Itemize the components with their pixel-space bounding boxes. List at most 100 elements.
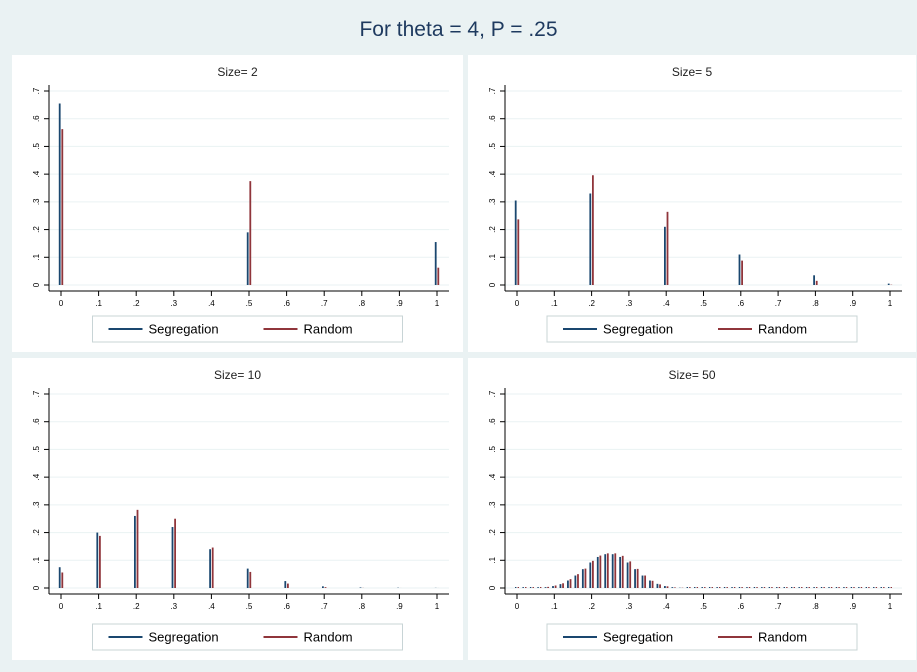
x-tick-label: .3 <box>170 602 177 611</box>
x-tick-label: .8 <box>812 299 819 308</box>
legend-box <box>546 623 858 651</box>
x-tick-label: .2 <box>588 299 595 308</box>
y-tick-label: .2 <box>32 226 41 233</box>
x-tick-label: .1 <box>551 299 558 308</box>
y-tick-label: .1 <box>488 556 497 563</box>
x-tick-label: .7 <box>775 602 782 611</box>
y-tick-label: .6 <box>488 418 497 425</box>
legend-label: Segregation <box>603 630 673 645</box>
y-tick-label: .1 <box>32 253 41 260</box>
x-tick-label: .4 <box>208 602 215 611</box>
x-tick-label: .9 <box>396 602 403 611</box>
x-tick-label: .8 <box>358 602 365 611</box>
y-tick-label: .4 <box>488 473 497 480</box>
y-tick-label: .2 <box>488 226 497 233</box>
panel-title: Size= 2 <box>217 65 258 79</box>
x-tick-label: .6 <box>737 602 744 611</box>
x-tick-label: .7 <box>321 602 328 611</box>
y-tick-label: .2 <box>488 529 497 536</box>
x-tick-label: .4 <box>208 299 215 308</box>
x-tick-label: .6 <box>283 299 290 308</box>
x-tick-label: .3 <box>626 602 633 611</box>
x-tick-label: .2 <box>133 602 140 611</box>
y-tick-label: .4 <box>32 170 41 177</box>
y-tick-label: .4 <box>488 170 497 177</box>
x-tick-label: .7 <box>775 299 782 308</box>
y-tick-label: 0 <box>488 282 497 287</box>
x-tick-label: .2 <box>588 602 595 611</box>
x-tick-label: .9 <box>849 299 856 308</box>
x-tick-label: .8 <box>812 602 819 611</box>
y-tick-label: .3 <box>32 198 41 205</box>
x-tick-label: .6 <box>737 299 744 308</box>
panel-size-2: Size= 2 0 .1 .2 .3 .4 .5 .6 .7 0 .1 .2 .3 .4 .5 .6 .7 .8.… <box>12 55 463 352</box>
y-tick-label: .4 <box>32 473 41 480</box>
x-tick-label: 0 <box>59 602 64 611</box>
panel-title: Size= 10 <box>214 368 261 382</box>
legend-label: Segregation <box>603 322 673 337</box>
legend-label: Segregation <box>149 322 219 337</box>
y-tick-label: .1 <box>488 253 497 260</box>
x-tick-label: 0 <box>59 299 64 308</box>
chart-size-10: Size= 10 0 .1 .2 .3 .4 .5 .6 .7 0 .1 .2 .3 .4 .5 .6 .7 .8… <box>32 368 449 651</box>
x-tick-label: .5 <box>700 602 707 611</box>
chart-size-2: Size= 2 0 .1 .2 .3 .4 .5 .6 .7 0 .1 .2 .3 .4 .5 .6 .7 .8.… <box>32 65 449 343</box>
panel-title: Size= 50 <box>668 368 715 382</box>
x-tick-label: .2 <box>133 299 140 308</box>
y-tick-label: .1 <box>32 556 41 563</box>
x-tick-label: .5 <box>246 602 253 611</box>
legend-box <box>92 315 403 343</box>
x-tick-label: 1 <box>435 299 440 308</box>
x-tick-label: .9 <box>396 299 403 308</box>
y-tick-label: .3 <box>488 198 497 205</box>
y-tick-label: 0 <box>32 282 41 287</box>
x-tick-label: 1 <box>888 602 893 611</box>
y-tick-label: .7 <box>32 87 41 94</box>
x-tick-label: .1 <box>95 602 102 611</box>
figure-title: For theta = 4, P = .25 <box>359 18 558 41</box>
y-tick-label: .3 <box>32 501 41 508</box>
x-tick-label: .7 <box>321 299 328 308</box>
x-tick-label: 1 <box>888 299 893 308</box>
legend-label: Random <box>758 322 807 337</box>
y-tick-label: .6 <box>488 115 497 122</box>
y-tick-label: .7 <box>488 390 497 397</box>
y-tick-label: .5 <box>32 143 41 150</box>
chart-size-5: Size= 5 0 .1 .2 .3 .4 .5 .6 .7 0 .1 .2 .3 .4 .5 .6 .7 .8.… <box>488 65 902 343</box>
panel-size-5: Size= 5 0 .1 .2 .3 .4 .5 .6 .7 0 .1 .2 .3 .4 .5 .6 .7 .8.… <box>468 55 916 352</box>
legend-label: Random <box>304 630 353 645</box>
x-tick-label: .4 <box>663 299 670 308</box>
x-tick-label: .5 <box>700 299 707 308</box>
legend-box <box>92 623 403 651</box>
x-tick-label: .1 <box>95 299 102 308</box>
y-tick-label: .3 <box>488 501 497 508</box>
x-tick-label: .5 <box>246 299 253 308</box>
y-tick-label: .2 <box>32 529 41 536</box>
y-tick-label: .7 <box>32 390 41 397</box>
panel-title: Size= 5 <box>672 65 713 79</box>
x-tick-label: .1 <box>551 602 558 611</box>
legend-label: Random <box>304 322 353 337</box>
y-tick-label: .5 <box>488 143 497 150</box>
legend-label: Segregation <box>149 630 219 645</box>
x-tick-label: .9 <box>849 602 856 611</box>
x-tick-label: .4 <box>663 602 670 611</box>
x-tick-label: .8 <box>358 299 365 308</box>
y-tick-label: .6 <box>32 115 41 122</box>
y-tick-label: .5 <box>488 446 497 453</box>
legend-box <box>546 315 858 343</box>
y-tick-label: .6 <box>32 418 41 425</box>
y-tick-label: 0 <box>32 585 41 590</box>
x-tick-label: .6 <box>283 602 290 611</box>
y-tick-label: .7 <box>488 87 497 94</box>
y-tick-label: .5 <box>32 446 41 453</box>
x-tick-label: 1 <box>435 602 440 611</box>
panel-size-10: Size= 10 0 .1 .2 .3 .4 .5 .6 .7 0 .1 .2 .3 .4 .5 .6 .7 .8… <box>12 358 463 660</box>
x-tick-label: .3 <box>626 299 633 308</box>
x-tick-label: .3 <box>170 299 177 308</box>
chart-size-50: Size= 50 0 .1 .2 .3 .4 .5 .6 .7 0 .1 .2 .3 .4 .5 .6 .7 .8… <box>488 368 902 651</box>
legend-label: Random <box>758 630 807 645</box>
x-tick-label: 0 <box>515 602 520 611</box>
y-tick-label: 0 <box>488 585 497 590</box>
